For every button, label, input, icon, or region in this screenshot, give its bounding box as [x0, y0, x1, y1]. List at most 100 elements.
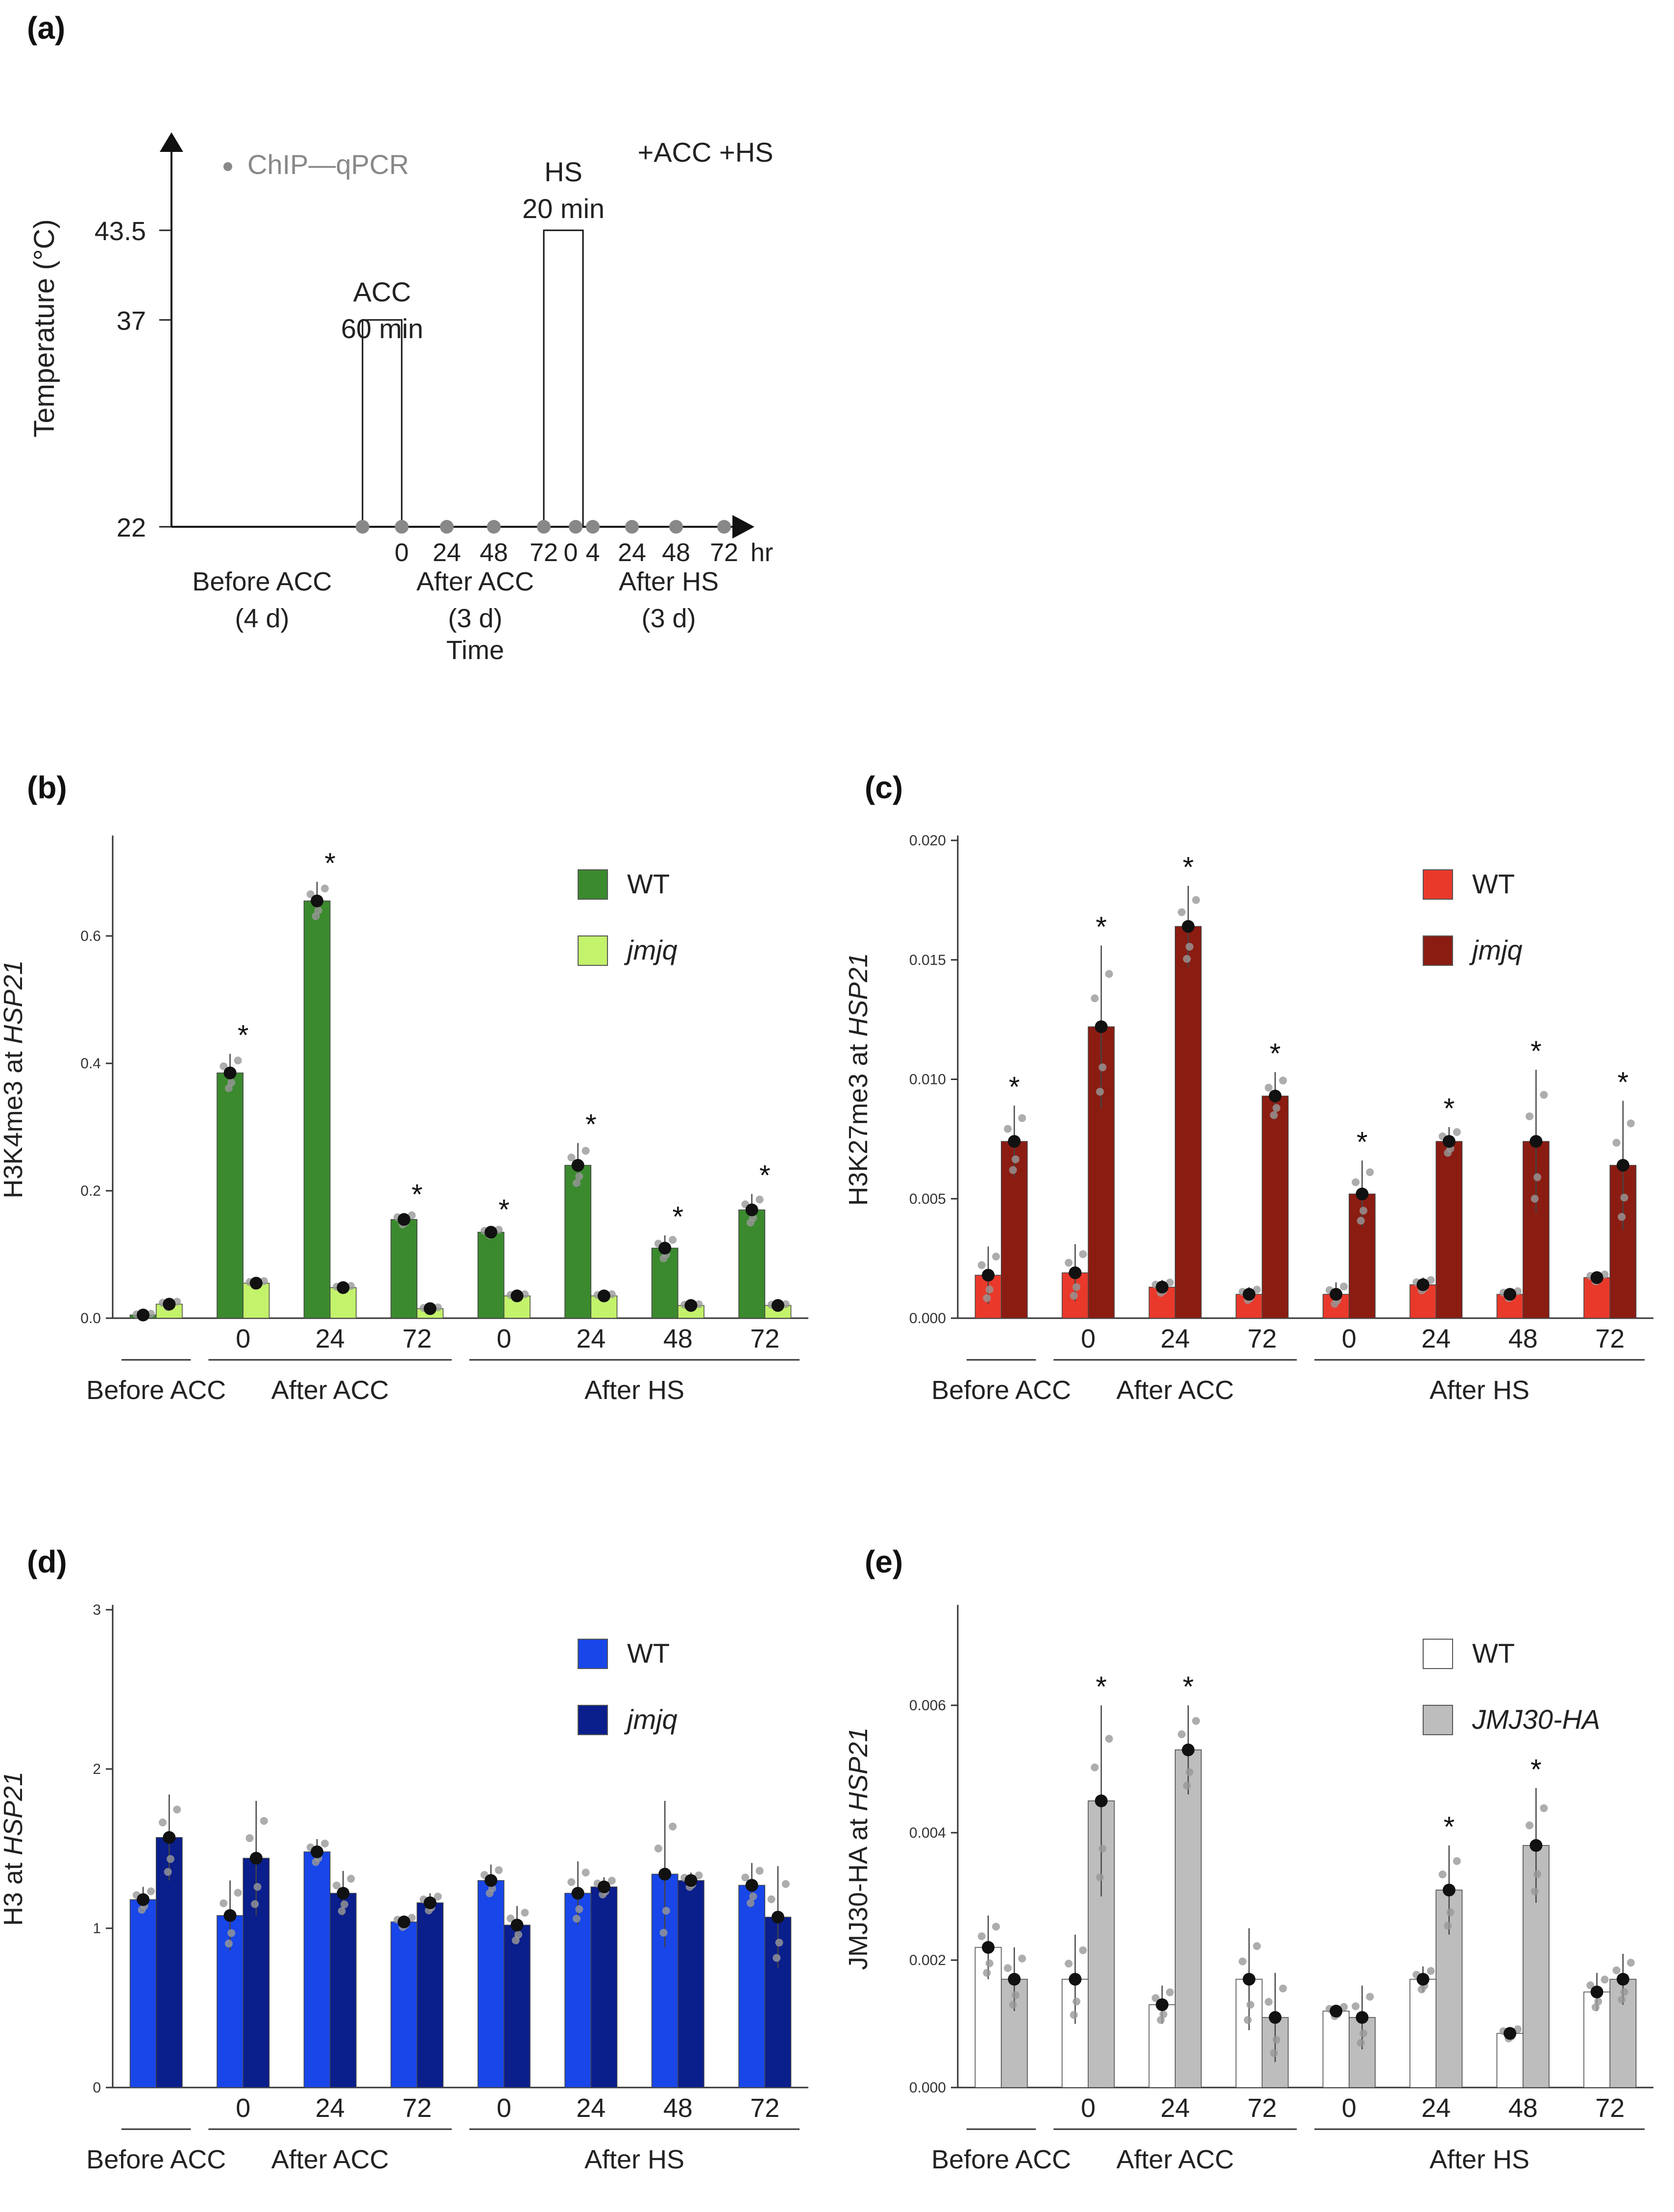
panel-d-mean-point [684, 1874, 698, 1887]
y-tick-label: 22 [117, 513, 146, 542]
panel-e-mean-point [1156, 1998, 1169, 2011]
panel-e-x-tick-label: 24 [1161, 2093, 1190, 2123]
panel-c-significance-star: * [1183, 852, 1194, 884]
panel-d-data-point [582, 1868, 590, 1877]
panel-c-data-point [1272, 1104, 1281, 1112]
panel-e-y-axis-title: JMJ30-HA at HSP21 [844, 1727, 873, 1970]
panel-d-data-point [781, 1880, 790, 1888]
panel-d-data-point [654, 1844, 662, 1853]
panel-c-data-point [983, 1294, 991, 1303]
panel-e-mean-point [982, 1941, 995, 1954]
panel-c-legend-label: jmjq [1469, 934, 1523, 965]
panel-d-x-tick-label: 0 [236, 2093, 250, 2123]
panel-c-x-tick-label: 72 [1247, 1324, 1277, 1353]
panel-b-legend-swatch [578, 935, 608, 966]
panel-c-mean-point [1068, 1266, 1082, 1279]
panel-b-data-point [219, 1062, 228, 1070]
panel-e-data-point [977, 1932, 986, 1941]
panel-e-data-point [1444, 1921, 1452, 1930]
panel-c-data-point [1186, 942, 1194, 951]
sampling-point [356, 520, 369, 534]
panel-b-data-point [306, 890, 315, 898]
sampling-point [487, 520, 501, 534]
panel-d-legend-label: jmjq [624, 1704, 678, 1735]
panel-d-data-point [260, 1817, 268, 1825]
panel-d-mean-point [658, 1868, 672, 1881]
panel-d-data-point [164, 1868, 172, 1876]
panel-b-mean-point [163, 1298, 176, 1311]
panel-b-data-point [572, 1179, 581, 1187]
panel-e-data-point [1620, 1988, 1628, 1996]
panel-e-data-point [1352, 2002, 1360, 2011]
panel-e-data-point [1446, 1908, 1455, 1917]
panel-d-y-tick-label: 3 [93, 1602, 101, 1618]
panel-e-data-point [1270, 2049, 1278, 2057]
panel-c-data-point [1530, 1195, 1539, 1203]
panel-e-x-tick-label: 72 [1247, 2093, 1277, 2123]
panel-b-y-tick-label: 0.2 [80, 1183, 101, 1199]
x-tick-label: 72 [530, 539, 558, 567]
panel-e-mean-point [1242, 1973, 1256, 1986]
legend-label: ChIP—qPCR [247, 149, 409, 180]
panel-e-data-point [1540, 1804, 1548, 1812]
panel-c-data-point [1178, 908, 1186, 916]
panel-e-y-tick-label: 0.000 [909, 2080, 946, 2096]
phase-label: After ACC [416, 567, 534, 596]
panel-d-data-point [669, 1822, 677, 1831]
panel-b-x-tick-label: 24 [576, 1324, 606, 1353]
panel-e-data-point [1012, 1991, 1020, 1999]
panel-e-data-point [985, 1959, 994, 1967]
panel-c-data-point [992, 1253, 1000, 1261]
panel-b-bar [390, 1219, 417, 1319]
panel-d-data-point [495, 1866, 503, 1874]
panel-b-mean-point [658, 1242, 672, 1254]
panel-e-data-point [1526, 1821, 1534, 1830]
panel-c-mean-point [1416, 1278, 1430, 1291]
panel-c-group-label: After ACC [1116, 1376, 1234, 1405]
panel-e-data-point [1272, 2036, 1281, 2044]
panel-d-mean-point [163, 1831, 176, 1844]
panel-d-data-point [575, 1905, 583, 1913]
panel-d-mean-point [223, 1909, 237, 1922]
panel-d-legend-label: WT [627, 1638, 670, 1669]
x-tick-label: 72 [710, 539, 738, 567]
panel-d-mean-point [337, 1887, 350, 1900]
treatment-label: +ACC +HS [638, 137, 774, 168]
panel-e-data-point [1151, 1994, 1160, 2002]
panel-b-mean-point [137, 1308, 150, 1322]
panel-e-data-point [1586, 1981, 1595, 1990]
panel-b-group-label: After HS [584, 1376, 684, 1405]
panel-b-x-tick-label: 72 [750, 1324, 779, 1353]
panel-c-data-point [1072, 1283, 1081, 1291]
panel-e-mean-point [1182, 1744, 1195, 1756]
y-tick-label: 37 [117, 306, 146, 336]
panel-e-data-point [1192, 1717, 1200, 1725]
panel-e-legend-swatch [1423, 1639, 1453, 1669]
panel-c-data-point [985, 1285, 994, 1294]
panel-c-data-point [1612, 1138, 1621, 1147]
panel-b-y-tick-label: 0.6 [80, 928, 101, 944]
panel-c-legend-swatch [1423, 935, 1453, 966]
panel-d-x-tick-label: 72 [402, 2093, 432, 2123]
panel-e-data-point [1438, 1870, 1447, 1879]
panel-e-significance-star: * [1096, 1671, 1107, 1703]
panel-c-data-point [1098, 1063, 1107, 1072]
panel-c-data-point [1012, 1155, 1020, 1163]
panel-d-group-label: After ACC [271, 2145, 389, 2174]
panel-e-data-point [1612, 1966, 1621, 1974]
panel-c-data-point [1069, 1292, 1078, 1300]
panel-c-data-point [1620, 1193, 1628, 1202]
panel-c-data-point [1166, 1278, 1174, 1287]
panel-c-mean-point [1182, 920, 1195, 933]
panel-c-data-point [1444, 1149, 1452, 1157]
panel-e-mean-point [1616, 1973, 1629, 1986]
panel-b-significance-star: * [672, 1201, 683, 1233]
panel-b-x-tick-label: 72 [402, 1324, 432, 1353]
panel-d-bar [678, 1880, 704, 2088]
panel-e-data-point [1264, 1998, 1273, 2006]
panel-b-bar [303, 900, 331, 1319]
panel-c-data-point [1359, 1206, 1368, 1215]
panel-e-data-point [1601, 1975, 1609, 1984]
panel-b-mean-point [311, 894, 324, 908]
